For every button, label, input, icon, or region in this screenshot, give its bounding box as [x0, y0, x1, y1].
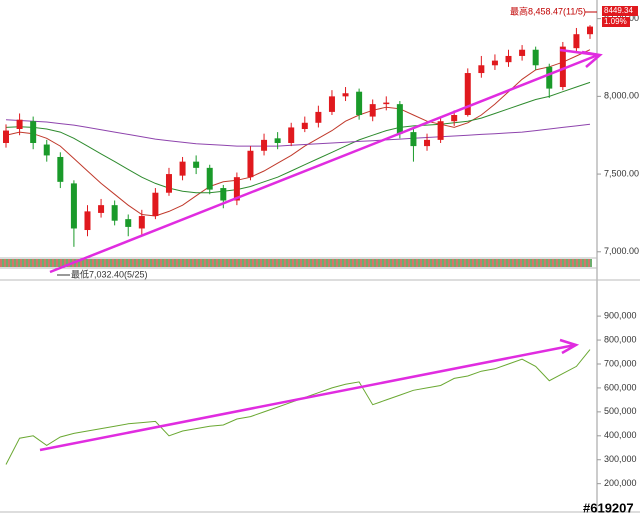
candle-body	[315, 111, 322, 123]
moving-average	[5, 119, 591, 147]
candle-body	[165, 174, 172, 193]
candle-body	[84, 211, 91, 231]
high-annotation: 最高8,458.47(11/5)	[510, 5, 586, 16]
candle-body	[111, 205, 118, 221]
arrow-head	[559, 338, 580, 355]
candle-body	[328, 96, 335, 112]
candle-body	[342, 93, 349, 97]
trend-arrow	[49, 53, 599, 274]
candle-body	[138, 216, 145, 229]
candle-body	[30, 121, 37, 143]
moving-average	[5, 81, 591, 194]
candle-body	[573, 34, 580, 49]
candle-body	[424, 139, 431, 147]
candle-body	[16, 119, 23, 129]
candle-body	[247, 150, 254, 178]
candle-body	[451, 115, 458, 122]
y-tick-label: 800,000	[604, 334, 637, 344]
candle-body	[587, 26, 593, 35]
candle-body	[559, 46, 566, 88]
trend-arrow	[39, 343, 576, 452]
candle-body	[396, 104, 403, 134]
candle-body	[505, 55, 512, 63]
y-tick-label: 200,000	[604, 478, 637, 488]
candle-body	[532, 49, 539, 66]
candle-body	[546, 66, 553, 89]
volume-strip	[0, 259, 592, 267]
price-box	[602, 6, 638, 16]
candle-body	[464, 73, 471, 116]
y-tick-label: 400,000	[604, 430, 637, 440]
candle-body	[288, 127, 295, 143]
trend-arrow	[559, 48, 599, 57]
candle-body	[57, 156, 64, 182]
candle-body	[383, 102, 390, 105]
candle-body	[437, 121, 444, 140]
candle-body	[261, 139, 268, 151]
candle-body	[179, 161, 186, 176]
candle-body	[152, 192, 159, 217]
change: 1.09%	[604, 17, 627, 26]
last-price: 8449.34	[604, 6, 633, 15]
candle-body	[356, 91, 363, 116]
y-tick-label: 600,000	[604, 382, 637, 392]
change-box	[602, 17, 630, 27]
candle-body	[519, 49, 526, 56]
candle-body	[369, 104, 376, 117]
y-tick-label: 500,000	[604, 406, 637, 416]
y-tick-label: 700,000	[604, 358, 637, 368]
candle-body	[125, 219, 132, 227]
y-tick-label: 900,000	[604, 310, 637, 320]
moving-average	[5, 49, 591, 217]
candle-body	[43, 144, 50, 156]
candle-body	[410, 132, 417, 147]
candle-body	[478, 65, 485, 74]
candle-body	[274, 138, 281, 143]
candle-body	[98, 205, 105, 213]
candle-body	[70, 183, 77, 229]
candle-body	[220, 188, 227, 201]
y-tick-label: 7,500.00	[604, 168, 639, 178]
low-annotation: 最低7,032.40(5/25)	[71, 268, 148, 279]
candle-body	[193, 161, 200, 168]
y-tick-label: 7,000.00	[604, 246, 639, 256]
candle-body	[233, 177, 240, 201]
candle-body	[3, 130, 9, 143]
y-tick-label: 8,000.00	[604, 91, 639, 101]
candle-body	[491, 60, 498, 66]
y-tick-label: 300,000	[604, 454, 637, 464]
candle-body	[206, 167, 213, 190]
watermark: #619207	[583, 500, 634, 515]
candle-body	[301, 122, 308, 129]
trend-arrows	[39, 48, 603, 452]
